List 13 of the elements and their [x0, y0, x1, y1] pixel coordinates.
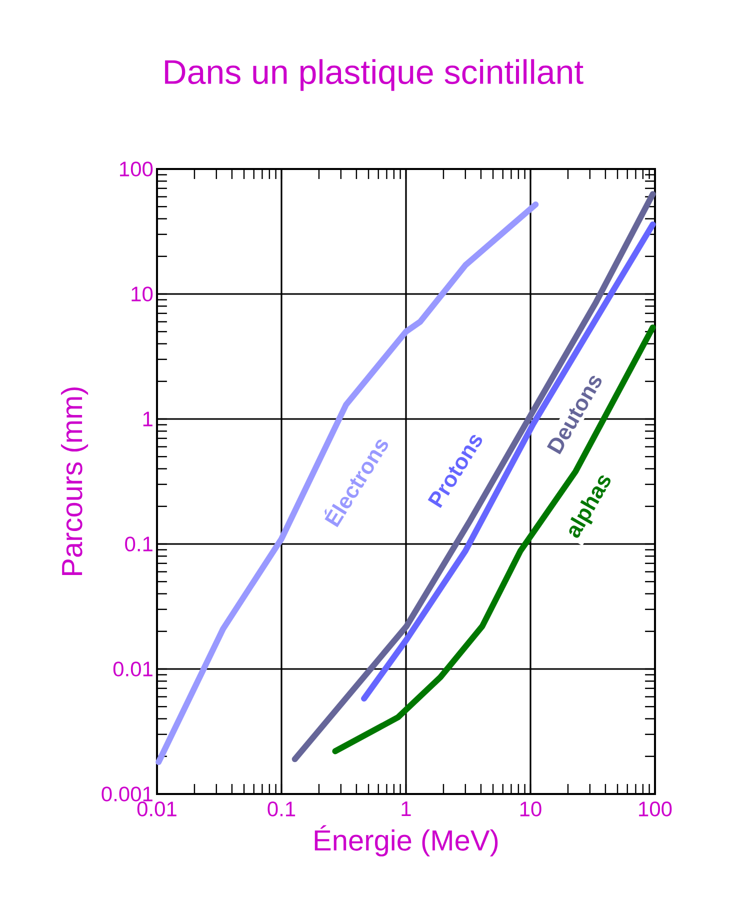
chart-title: Dans un plastique scintillant [165, 59, 584, 91]
x-tick-label: 100 [639, 802, 672, 816]
y-tick-label: 10 [132, 286, 153, 302]
y-tick-label: 0.001 [102, 786, 152, 802]
y-tick-label: 0.1 [125, 536, 152, 552]
y-tick-label: 0.01 [113, 662, 152, 676]
y-tick-label: 1 [143, 412, 152, 426]
x-tick-label: 10 [520, 802, 542, 816]
y-axis-title: Parcours (mm) [61, 387, 88, 575]
x-tick-label: 0.1 [268, 802, 296, 816]
x-tick-label: 1 [402, 802, 411, 816]
x-axis-title: Énergie (MeV) [314, 825, 498, 856]
y-tick-label: 100 [120, 162, 153, 176]
